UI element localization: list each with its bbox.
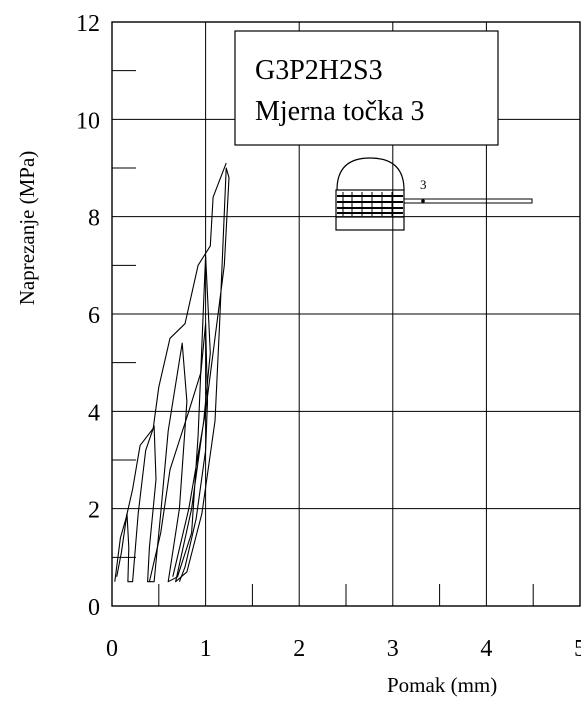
y-tick-label: 6 [88,303,100,329]
legend-line-1: G3P2H2S3 [255,55,383,86]
specimen-inset [335,157,533,231]
x-tick-label: 2 [293,636,305,662]
y-tick-label: 2 [88,498,100,524]
y-tick-label: 0 [88,595,100,621]
y-tick-label: 8 [88,206,100,232]
y-tick-label: 12 [76,11,100,37]
specimen-rod [403,198,533,204]
x-tick-label: 3 [387,636,399,662]
series-line [116,167,230,583]
series-layer [114,162,230,583]
specimen-top-arch [336,157,405,191]
y-axis-title: Naprezanje (MPa) [15,151,39,306]
plot-frame [111,21,581,607]
x-tick-label: 5 [574,636,581,662]
y-tick-label: 10 [76,108,100,134]
x-axis-title: Pomak (mm) [387,673,497,697]
measure-point-marker [421,199,425,203]
x-tick-label: 1 [200,636,212,662]
x-tick-label: 0 [106,636,118,662]
measure-point-label: 3 [420,177,427,192]
legend-box [234,30,499,146]
x-tick-label: 4 [480,636,492,662]
legend: G3P2H2S3 Mjerna točka 3 [234,30,499,146]
series-line [148,323,209,582]
legend-line-2: Mjerna točka 3 [255,96,425,127]
specimen-body [335,189,405,231]
series-line [114,162,227,582]
y-tick-label: 4 [88,400,100,426]
